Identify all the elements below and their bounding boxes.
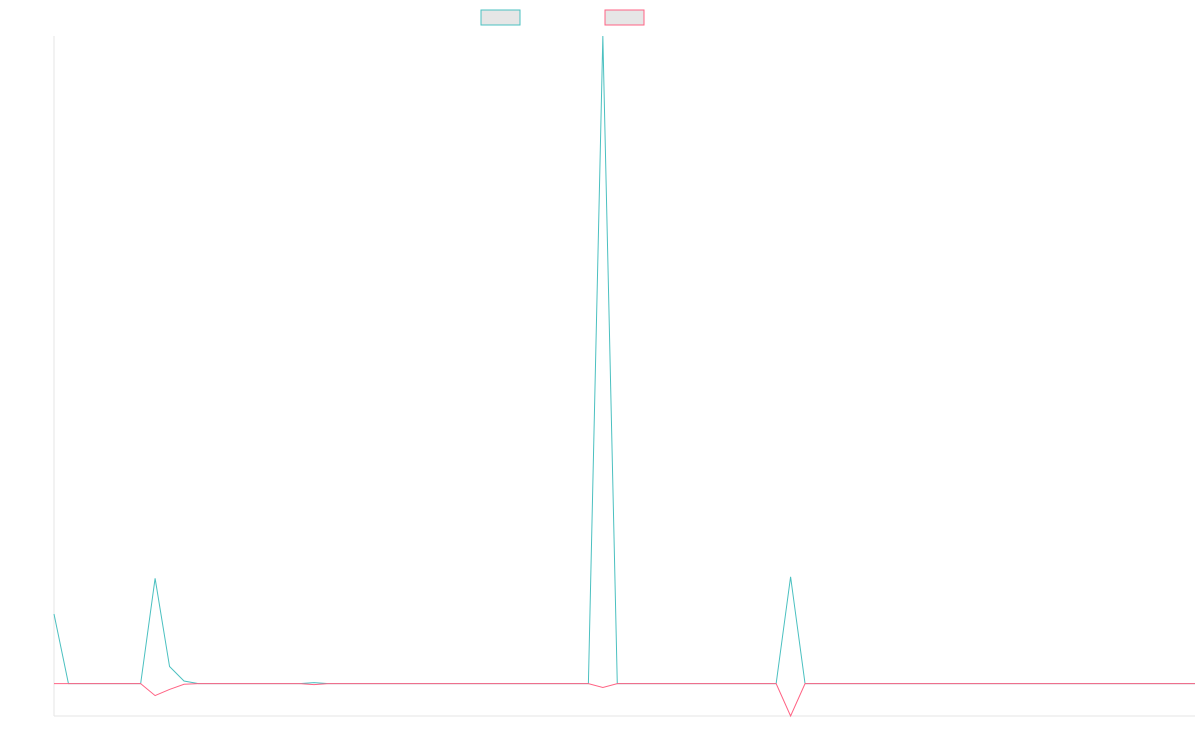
- legend: [480, 9, 645, 26]
- legend-swatch-series-1[interactable]: [480, 9, 521, 26]
- series-1-line: [53, 35, 1195, 685]
- axes: [53, 36, 1195, 717]
- series-layer: [53, 35, 1195, 718]
- legend-swatch-series-2[interactable]: [604, 9, 645, 26]
- series-2-line: [54, 683, 1195, 718]
